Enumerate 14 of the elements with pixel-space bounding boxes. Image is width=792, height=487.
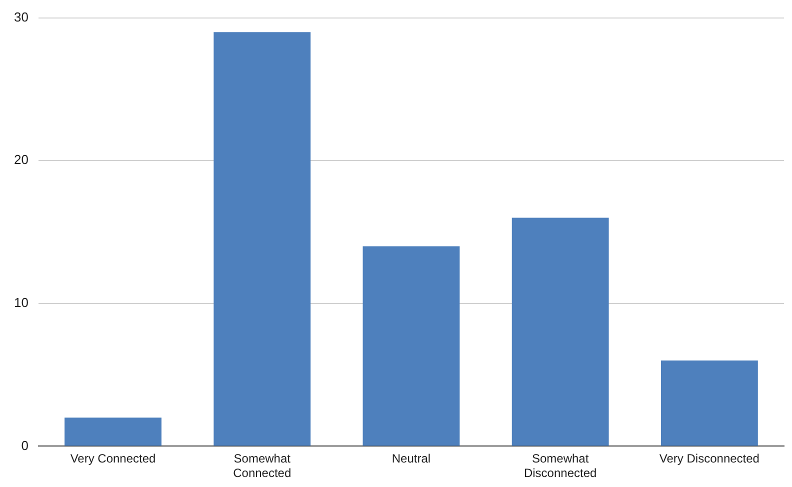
y-tick-label: 20: [14, 152, 28, 168]
y-tick-label: 30: [14, 9, 28, 24]
bar: [362, 246, 460, 446]
x-tick-label: Very Connected: [70, 452, 156, 466]
x-tick-label: Somewhat Disconnected: [524, 452, 597, 480]
bar: [214, 32, 311, 446]
x-tick-label: Somewhat Connected: [233, 452, 292, 480]
bar: [660, 360, 758, 446]
x-tick-label: Very Disconnected: [659, 452, 760, 466]
y-tick-label: 10: [14, 294, 28, 310]
bar: [512, 218, 609, 446]
x-tick-label: Neutral: [392, 452, 431, 466]
bar: [64, 418, 162, 446]
y-tick-label: 0: [21, 438, 28, 453]
